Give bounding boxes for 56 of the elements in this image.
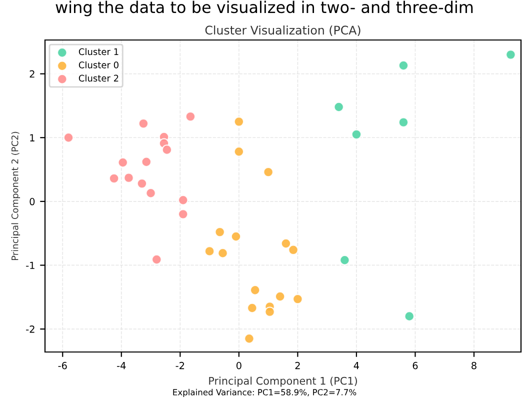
point [506, 49, 516, 60]
point [218, 248, 228, 258]
x-tick-label: -4 [117, 362, 126, 370]
y-tick-label: -2 [26, 326, 34, 333]
point [288, 244, 298, 256]
y-tick-label: 2 [30, 70, 34, 78]
point [178, 194, 188, 206]
text: wing the data to be visualized in two- and three-dim [56, 0, 473, 16]
point [146, 188, 156, 198]
point [246, 302, 258, 314]
point [263, 166, 274, 178]
y-tick-label: 1 [30, 134, 34, 142]
x-tick-label: 2 [295, 362, 300, 370]
point [234, 116, 244, 127]
chart-title: Cluster Visualization (PCA) [205, 25, 360, 36]
point [63, 132, 74, 143]
legend-label: Cluster 1 [78, 48, 118, 56]
point [136, 178, 148, 189]
point [398, 60, 409, 71]
x-tick-label: 4 [354, 362, 360, 370]
point [234, 146, 244, 157]
legend-label: Cluster 0 [78, 61, 118, 68]
point [185, 111, 196, 122]
point [334, 102, 344, 112]
point [230, 231, 242, 242]
point [398, 117, 409, 128]
y-tick-label: 0 [30, 198, 35, 206]
point [339, 254, 350, 266]
x-axis-title: Principal Component 1 (PC1) [209, 376, 357, 387]
point [151, 254, 162, 265]
x-tick-label: -6 [58, 362, 67, 370]
x-tick-label: 8 [472, 362, 476, 370]
x-tick-label: 0 [236, 362, 242, 370]
point [351, 129, 362, 140]
point [274, 291, 286, 302]
point [108, 173, 120, 184]
point [292, 294, 303, 304]
x-tick-label: 6 [412, 362, 418, 370]
y-axis-title: Principal Component 2 (PC2) [11, 132, 20, 260]
point [404, 311, 415, 322]
y-tick-label: -1 [26, 262, 34, 269]
point [204, 246, 215, 256]
point [244, 333, 254, 344]
point [178, 208, 188, 220]
point [162, 144, 172, 155]
point [280, 238, 292, 249]
point [214, 226, 226, 238]
point [141, 156, 152, 168]
point [250, 284, 260, 296]
x-tick-label: -2 [176, 362, 184, 370]
text: Explained Variance: PC1=58.9%, PC2=7.7% [173, 388, 356, 397]
point [118, 157, 128, 168]
point [264, 306, 275, 318]
point [138, 118, 149, 129]
legend-label: Cluster 2 [78, 74, 118, 82]
point [124, 172, 134, 184]
